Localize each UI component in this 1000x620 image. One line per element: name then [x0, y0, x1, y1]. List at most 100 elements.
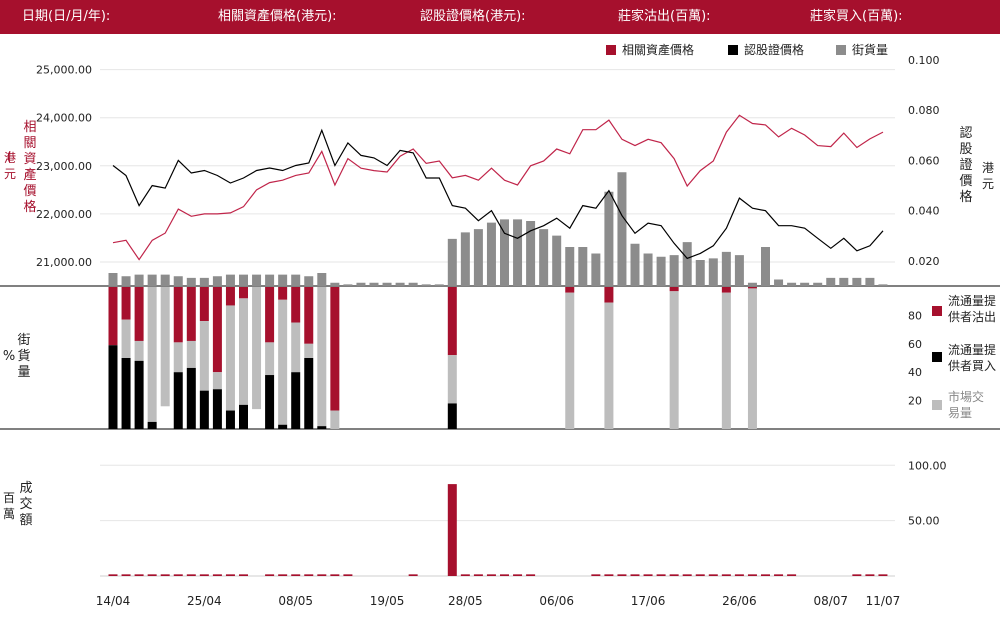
turnover-bar [708, 574, 718, 576]
turnover-bar [513, 574, 523, 576]
flow-tick-label: 20 [908, 395, 922, 408]
legend-market-swatch [932, 400, 942, 410]
outstanding-bar [369, 282, 379, 286]
market-bar [173, 342, 183, 373]
market-bar [147, 287, 157, 422]
outstanding-bar [526, 221, 536, 286]
turnover-tick-label: 50.00 [908, 515, 940, 528]
outstanding-bar [447, 238, 457, 286]
mm-buy-bar [108, 345, 118, 429]
mm-buy-bar [304, 358, 314, 429]
turnover-bar [199, 574, 209, 576]
outstanding-bar [513, 219, 523, 286]
x-tick-label: 06/06 [539, 594, 574, 608]
mm-sell-bar [186, 287, 196, 341]
turnover-bar [865, 574, 875, 576]
outstanding-bar [421, 284, 431, 286]
outstanding-bar [108, 273, 118, 286]
left-bottom-unit: 百萬 [2, 491, 15, 521]
outstanding-bar [291, 274, 301, 286]
mm-sell-bar [721, 287, 731, 293]
outstanding-bar [382, 282, 392, 286]
outstanding-bar [304, 276, 314, 286]
mm-buy-bar [199, 390, 209, 429]
turnover-bar [317, 574, 327, 576]
legend-mm-sell-swatch [932, 306, 942, 316]
mm-buy-bar [239, 404, 248, 429]
outstanding-bar [878, 284, 888, 286]
outstanding-bar [473, 229, 483, 286]
outstanding-bar [721, 251, 731, 286]
right-price-tick-label: 0.040 [908, 205, 940, 218]
mm-buy-bar [447, 403, 457, 429]
header-mm-sell-label: 莊家沽出(百萬): [618, 9, 711, 24]
outstanding-bar [747, 282, 757, 286]
left-price-tick-label: 22,000.00 [36, 208, 92, 221]
turnover-bar [774, 574, 784, 576]
mm-buy-bar [121, 358, 131, 429]
right-top-axis-title: 認股證價格 [959, 126, 973, 205]
turnover-bar [617, 574, 627, 576]
turnover-bar [108, 574, 118, 576]
legend-warrant-swatch [728, 45, 738, 55]
outstanding-bar [239, 274, 248, 286]
underlying-price-line [112, 114, 884, 261]
outstanding-bar [800, 282, 810, 286]
market-bar [565, 292, 575, 429]
outstanding-bar [330, 282, 340, 286]
flow-tick-label: 80 [908, 309, 922, 322]
flow-tick-label: 40 [908, 366, 922, 379]
turnover-bar [591, 574, 601, 576]
mm-sell-bar [565, 287, 575, 293]
turnover-bar [486, 574, 496, 576]
turnover-bar [878, 574, 888, 576]
outstanding-bar [539, 229, 549, 286]
legend-underlying-swatch [606, 45, 616, 55]
turnover-bar [500, 574, 509, 576]
market-bar [317, 287, 327, 427]
turnover-bar [721, 574, 731, 576]
x-tick-label: 08/05 [278, 594, 313, 608]
turnover-bar [630, 574, 640, 576]
mm-sell-bar [199, 287, 209, 322]
turnover-bar [643, 574, 653, 576]
turnover-bar [747, 574, 757, 576]
outstanding-bar [343, 284, 353, 286]
outstanding-bar [408, 282, 418, 286]
outstanding-bar [761, 247, 770, 286]
left-price-tick-label: 24,000.00 [36, 112, 92, 125]
outstanding-bar [121, 276, 131, 286]
mm-sell-bar [304, 287, 314, 344]
market-bar [199, 321, 209, 391]
right-top-unit: 港元 [981, 161, 994, 191]
outstanding-bar [356, 282, 366, 286]
outstanding-bar [839, 277, 849, 286]
outstanding-bar [173, 276, 183, 286]
mm-sell-bar [278, 287, 288, 300]
mm-sell-bar [108, 287, 118, 346]
outstanding-bar [695, 260, 705, 286]
market-bar [134, 340, 144, 361]
turnover-bar [761, 574, 770, 576]
turnover-bar [134, 574, 144, 576]
x-tick-label: 17/06 [631, 594, 666, 608]
turnover-bar [212, 574, 222, 576]
outstanding-bar [826, 277, 836, 286]
turnover-bar [186, 574, 196, 576]
market-bar [447, 355, 457, 404]
legend-mm-buy-swatch [932, 352, 942, 362]
outstanding-bar [265, 274, 275, 286]
legend-mm-buy-label: 流通量提供者買入 [948, 343, 997, 373]
outstanding-bar [787, 282, 797, 286]
outstanding-bar [578, 247, 588, 286]
outstanding-bar [486, 222, 496, 286]
warrant-price-line [112, 128, 884, 260]
outstanding-bar [434, 284, 444, 286]
turnover-bar [160, 574, 170, 576]
outstanding-bar [656, 256, 666, 286]
legend-outstanding-label: 街貨量 [852, 42, 888, 57]
turnover-bar [121, 574, 131, 576]
outstanding-bar [317, 273, 327, 286]
outstanding-bar [565, 247, 575, 286]
mm-sell-bar [239, 287, 248, 299]
